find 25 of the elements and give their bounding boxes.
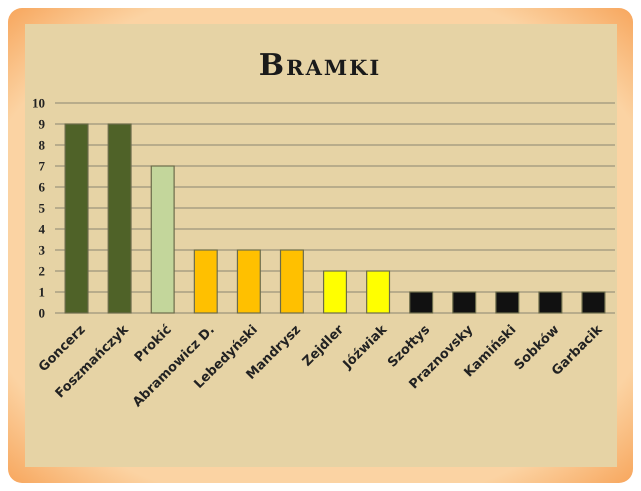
y-tick-label: 1 [38,284,45,300]
y-tick-label: 4 [38,222,46,237]
y-tick-label: 3 [38,242,46,258]
y-tick-label: 5 [38,200,46,216]
bar [280,249,304,314]
bar [495,291,520,314]
bar [150,165,175,314]
bar [64,123,89,314]
bar [236,249,261,314]
y-tick-label: 10 [32,96,45,111]
bar [538,291,562,314]
bar [194,249,218,314]
y-tick-label: 7 [38,158,46,174]
y-tick-label: 0 [38,306,45,321]
bar [322,270,348,314]
y-tick-label: 2 [38,264,45,279]
bar [108,123,132,314]
chart-title: Bramki [258,48,382,83]
y-tick-label: 6 [38,180,46,195]
y-tick-label: 8 [38,138,46,153]
bar [452,291,476,314]
bar [581,291,606,314]
bar [366,270,390,314]
bar [409,291,434,314]
y-tick-label: 9 [38,116,46,132]
